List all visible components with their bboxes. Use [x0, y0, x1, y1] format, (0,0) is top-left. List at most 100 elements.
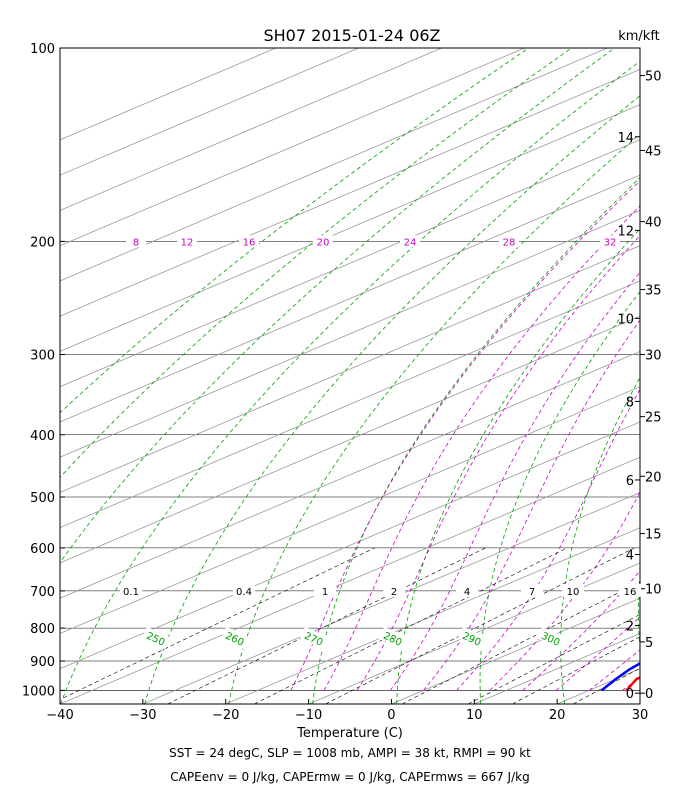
moist-adiabat	[356, 235, 640, 691]
moist-label-bg	[400, 235, 420, 248]
p-tick-label: 300	[30, 348, 55, 363]
km-tick-label: 2	[626, 619, 634, 634]
kft-tick-label: 10	[645, 583, 662, 598]
dry-adiabat	[60, 48, 615, 564]
km-tick-label: 4	[626, 549, 634, 564]
mixing-ratio-label: 10	[567, 587, 580, 598]
footer-line-2: CAPEenv = 0 J/kg, CAPErmw = 0 J/kg, CAPE…	[170, 770, 529, 784]
moist-adiabat-label: 8	[133, 237, 139, 248]
mixing-ratio-line	[60, 547, 375, 700]
dry-adiabat	[396, 228, 640, 704]
mixing-ratio-label-bg	[456, 583, 478, 597]
kft-tick-label: 20	[645, 470, 662, 485]
mixing-ratio-label: 7	[529, 587, 535, 598]
isotherm	[60, 245, 640, 493]
p-tick-label: 500	[30, 491, 55, 506]
isotherm	[60, 139, 640, 388]
x-tick-label: −40	[46, 708, 73, 723]
kft-tick-label: 35	[645, 284, 662, 299]
p-tick-label: 600	[30, 542, 55, 557]
kft-tick-label: 45	[645, 144, 662, 159]
mixing-ratio-label: 1	[322, 587, 328, 598]
p-tick-label: 1000	[22, 684, 55, 699]
isotherm	[60, 48, 525, 247]
moist-adiabat	[423, 319, 640, 691]
axes: −40 −30 −20 −10 0 10 20 30100200300400500600700…	[22, 42, 662, 723]
kft-tick-label: 15	[645, 528, 662, 543]
kft-tick-label: 30	[645, 348, 662, 363]
moist-adiabat-label: 16	[243, 237, 256, 248]
km-tick-label: 12	[617, 224, 634, 239]
isotherm	[225, 527, 640, 704]
moist-adiabat	[689, 48, 700, 690]
kft-tick-label: 50	[645, 70, 662, 85]
mixing-ratio-line	[401, 581, 640, 704]
x-tick-label: −20	[212, 708, 239, 723]
p-tick-label: 400	[30, 429, 55, 444]
moist-label-bg	[126, 235, 146, 248]
x-tick-label: 30	[632, 708, 649, 723]
chart-title: SH07 2015-01-24 06Z	[263, 26, 440, 45]
x-tick-label: 0	[387, 708, 395, 723]
isotherm	[60, 48, 608, 282]
kft-tick-label: 0	[645, 687, 653, 702]
mixing-ratio-label: 0.1	[123, 587, 139, 598]
moist-adiabat	[323, 205, 640, 691]
x-axis-label: Temperature (C)	[296, 726, 403, 741]
x-tick-label: 10	[466, 708, 483, 723]
mixing-ratio-line	[468, 614, 640, 704]
plot-area	[60, 48, 640, 704]
mixing-ratio-label: 2	[391, 587, 397, 598]
km-tick-label: 0	[626, 687, 634, 702]
p-tick-label: 200	[30, 235, 55, 250]
dry-label-bg	[457, 626, 487, 650]
moist-label-bg	[499, 235, 519, 248]
mixing-ratio-label-bg	[233, 583, 255, 597]
dry-label-bg	[220, 626, 250, 650]
dry-adiabat	[479, 291, 640, 704]
mixing-ratio-label: 0.4	[236, 587, 252, 598]
kft-tick-label: 5	[645, 636, 653, 651]
dry-adiabat	[312, 177, 640, 704]
background-lines	[60, 48, 700, 704]
mixing-ratio-line	[325, 547, 635, 704]
dry-adiabat	[60, 60, 640, 704]
dry-label-bg	[299, 626, 329, 650]
moist-adiabat-label: 12	[181, 237, 194, 248]
dry-adiabat	[560, 376, 640, 704]
isotherm	[60, 209, 640, 458]
p-tick-label: 800	[30, 622, 55, 637]
moist-adiabat-label: 28	[503, 237, 516, 248]
mixing-ratio-label-bg	[383, 583, 405, 597]
moist-adiabat	[290, 180, 640, 691]
mixing-ratio-label-bg	[562, 583, 584, 597]
km-tick-label: 10	[617, 312, 634, 327]
right-axis-label: km/kft	[618, 29, 660, 44]
mixing-ratio-label-bg	[314, 583, 336, 597]
plot-frame	[59, 47, 641, 705]
moist-label-bg	[600, 235, 620, 248]
moist-label-bg	[313, 235, 333, 248]
mixing-ratio-label-bg	[521, 583, 543, 597]
moist-label-bg	[177, 235, 197, 248]
isotherm	[60, 386, 640, 634]
moist-adiabat-label: 20	[317, 237, 330, 248]
dry-label-bg	[378, 626, 408, 650]
mixing-ratio-label: 4	[464, 587, 470, 598]
kft-tick-label: 25	[645, 411, 662, 426]
isotherm	[60, 280, 640, 529]
p-tick-label: 100	[30, 42, 55, 57]
mixing-ratio-line	[512, 636, 640, 704]
moist-label-bg	[239, 235, 259, 248]
p-tick-label: 700	[30, 585, 55, 600]
isotherm	[60, 104, 640, 352]
isotherm	[60, 48, 359, 176]
mixing-ratio-label-bg	[120, 583, 142, 597]
dry-adiabat	[144, 95, 640, 704]
km-tick-label: 8	[626, 395, 634, 410]
moist-adiabat	[456, 388, 640, 691]
dry-label-bg	[141, 626, 171, 650]
dry-adiabat	[228, 133, 640, 704]
p-tick-label: 900	[30, 655, 55, 670]
